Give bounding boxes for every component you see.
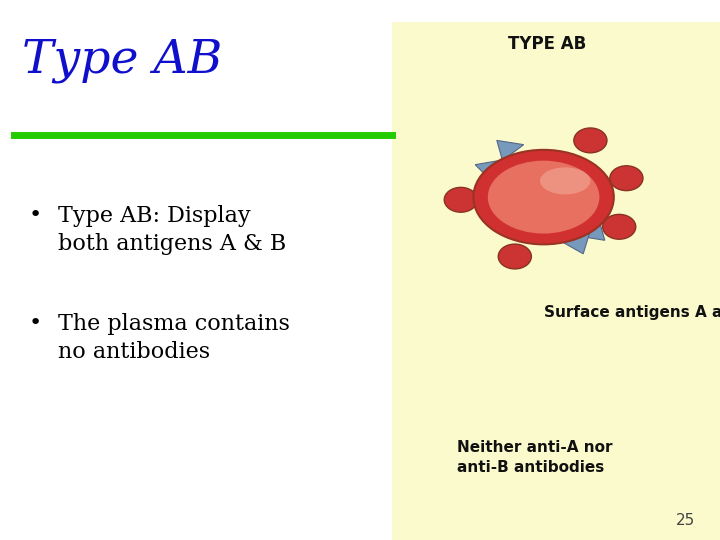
Polygon shape (497, 140, 523, 160)
Polygon shape (578, 220, 605, 240)
Text: •: • (29, 313, 42, 333)
Text: Type AB: Type AB (22, 38, 222, 83)
Ellipse shape (487, 161, 599, 233)
Text: The plasma contains
no antibodies: The plasma contains no antibodies (58, 313, 289, 363)
Text: Surface antigens A and B: Surface antigens A and B (544, 305, 720, 320)
Circle shape (498, 244, 531, 269)
Text: TYPE AB: TYPE AB (508, 35, 586, 53)
Ellipse shape (540, 167, 590, 194)
Text: •: • (29, 205, 42, 225)
Ellipse shape (474, 150, 614, 244)
Circle shape (610, 166, 643, 191)
Bar (392, 22, 720, 540)
Circle shape (444, 187, 477, 212)
Circle shape (574, 128, 607, 153)
Text: 25: 25 (675, 513, 695, 528)
Circle shape (603, 214, 636, 239)
Polygon shape (475, 160, 502, 181)
Text: Neither anti-A nor
anti-B antibodies: Neither anti-A nor anti-B antibodies (457, 440, 613, 475)
Text: Type AB: Display
both antigens A & B: Type AB: Display both antigens A & B (58, 205, 286, 255)
Polygon shape (562, 234, 590, 254)
